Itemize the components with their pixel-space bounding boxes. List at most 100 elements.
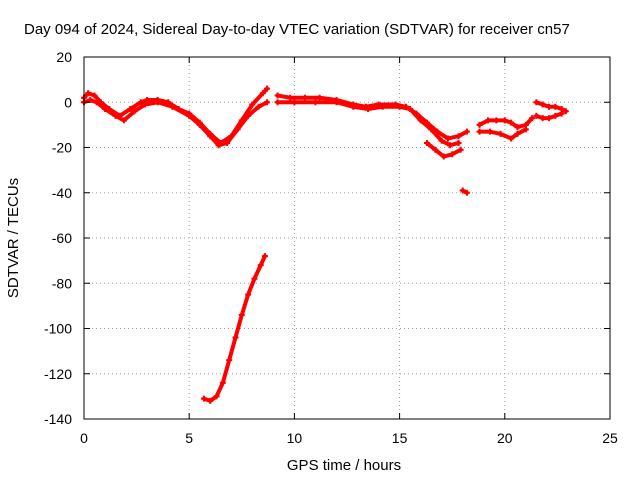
series-deep-excursion [200, 253, 268, 404]
data-point [407, 106, 414, 113]
data-point [93, 99, 100, 106]
data-point [251, 275, 258, 282]
data-point [127, 106, 134, 113]
data-point [142, 101, 149, 108]
data-point [112, 112, 119, 119]
data-point [274, 92, 281, 99]
y-tick-label: -60 [52, 230, 72, 246]
data-point [215, 142, 222, 149]
data-point [238, 311, 245, 318]
series-afternoon-drop [423, 139, 464, 160]
data-point [232, 334, 239, 341]
y-tick-label: -40 [52, 185, 72, 201]
y-tick-label: -80 [52, 275, 72, 291]
data-point [257, 262, 264, 269]
data-point [417, 117, 424, 124]
data-point [440, 153, 447, 160]
data-point [423, 139, 430, 146]
data-point [447, 142, 454, 149]
data-point [224, 139, 231, 146]
data-point [457, 146, 464, 153]
series-evening-trace-lower [476, 126, 529, 142]
series-trace [275, 100, 461, 148]
data-point [522, 126, 529, 133]
data-point [213, 393, 220, 400]
data-point [539, 115, 546, 122]
data-point [476, 128, 483, 135]
data-point [154, 99, 161, 106]
data-point [196, 121, 203, 128]
data-point [379, 103, 386, 110]
data-point [545, 103, 552, 110]
data-series [81, 85, 569, 404]
data-point [186, 112, 193, 119]
x-tick-label: 25 [602, 430, 618, 446]
y-tick-label: 0 [64, 94, 72, 110]
data-point [558, 110, 565, 117]
data-point [249, 101, 256, 108]
data-point [91, 92, 98, 99]
data-point [438, 137, 445, 144]
data-point [545, 115, 552, 122]
data-point [533, 99, 540, 106]
x-tick-label: 20 [497, 430, 513, 446]
data-point [562, 108, 569, 115]
data-point [501, 117, 508, 124]
data-point [333, 99, 340, 106]
x-axis-title: GPS time / hours [287, 457, 401, 474]
data-point [508, 119, 515, 126]
series-evening-trace [476, 115, 536, 131]
data-point [245, 112, 252, 119]
series-main-trace-lower [81, 96, 271, 149]
series-daytime-trace-lower [274, 99, 462, 149]
data-point [487, 128, 494, 135]
data-point [552, 103, 559, 110]
data-point [102, 106, 109, 113]
data-point [396, 103, 403, 110]
data-point [207, 397, 214, 404]
data-point [533, 112, 540, 119]
data-point [514, 130, 521, 137]
data-point [85, 90, 92, 97]
data-point [463, 128, 470, 135]
y-tick-label: -20 [52, 140, 72, 156]
data-point [264, 99, 271, 106]
axis-ticks: 0 5 10 15 20 25 20 0 -20 -40 -60 -80 -100 -120 -140 [44, 49, 618, 446]
data-point [432, 146, 439, 153]
series-trace [275, 93, 469, 141]
data-point [539, 101, 546, 108]
data-point [508, 135, 515, 142]
data-point [449, 151, 456, 158]
data-point [234, 126, 241, 133]
data-point [207, 133, 214, 140]
data-point [552, 112, 559, 119]
x-tick-label: 10 [287, 430, 303, 446]
series-late-trace-lower [533, 110, 565, 122]
data-point [87, 96, 94, 103]
data-point [264, 85, 271, 92]
data-point [312, 99, 319, 106]
data-point [169, 103, 176, 110]
data-point [255, 103, 262, 110]
data-point [484, 117, 491, 124]
series-late-trace [533, 99, 569, 115]
data-point [316, 94, 323, 101]
data-point [463, 189, 470, 196]
data-point [261, 253, 268, 260]
series-outlier-cluster [459, 187, 470, 196]
y-tick-label: -140 [44, 411, 72, 427]
data-point [428, 126, 435, 133]
x-tick-label: 0 [80, 430, 88, 446]
x-tick-label: 5 [185, 430, 193, 446]
data-point [514, 124, 521, 131]
data-point [200, 395, 207, 402]
y-axis-title: SDTVAR / TECUs [5, 178, 22, 298]
data-point [455, 139, 462, 146]
y-tick-label: 20 [56, 49, 72, 65]
data-point [219, 379, 226, 386]
data-point [444, 135, 451, 142]
data-point [497, 130, 504, 137]
data-point [291, 99, 298, 106]
data-point [459, 187, 466, 194]
